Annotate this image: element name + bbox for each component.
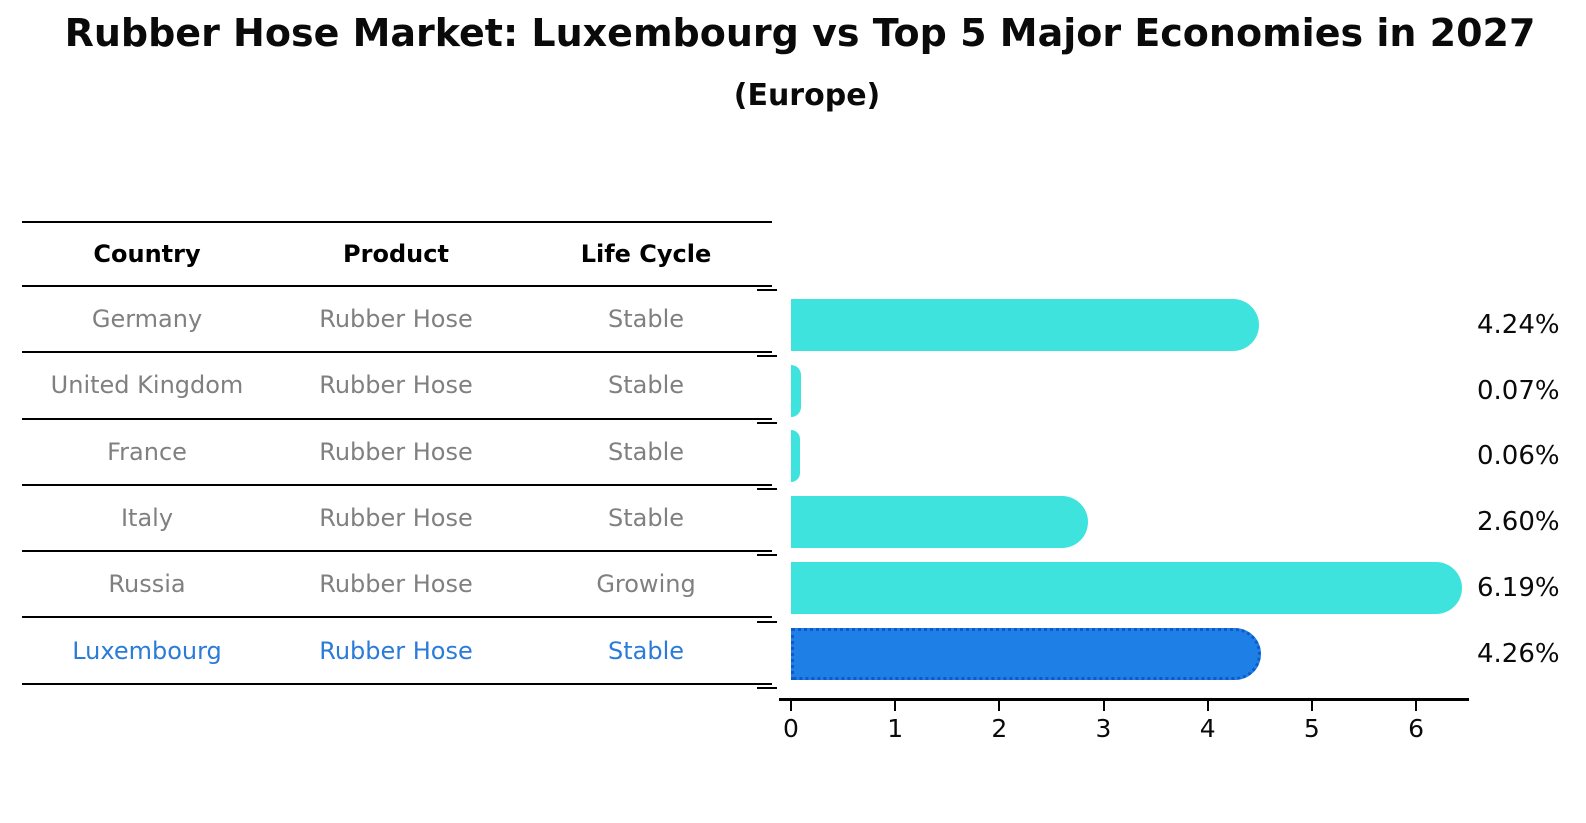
- x-tick-5: [1310, 701, 1313, 711]
- cell-united-kingdom-country: United Kingdom: [50, 371, 244, 400]
- cell-italy-country: Italy: [120, 504, 174, 533]
- table-row-russia: Russia Rubber Hose Growing: [22, 552, 772, 619]
- value-label-france: 0.06%: [1477, 441, 1560, 472]
- bar-italy: [791, 496, 1088, 549]
- y-tick-0: [757, 289, 777, 291]
- cell-germany-country: Germany: [91, 305, 203, 334]
- cell-luxembourg-life-cycle: Stable: [607, 636, 685, 665]
- cell-france-country: France: [107, 437, 187, 466]
- cell-russia-life-cycle: Growing: [596, 570, 696, 599]
- x-tick-6: [1415, 701, 1418, 711]
- cell-italy-life-cycle: Stable: [607, 504, 685, 533]
- bar-france: [791, 430, 801, 483]
- cell-germany-product: Rubber Hose: [319, 305, 473, 334]
- table-row-germany: Germany Rubber Hose Stable: [22, 287, 772, 354]
- cell-luxembourg-product: Rubber Hose: [319, 636, 473, 665]
- cell-france-life-cycle: Stable: [607, 437, 685, 466]
- x-tick-label-6: 6: [1408, 714, 1424, 743]
- cell-france-product: Rubber Hose: [319, 437, 473, 466]
- y-tick-3: [757, 487, 777, 490]
- cell-united-kingdom-product: Rubber Hose: [319, 371, 473, 400]
- y-tick-1: [757, 355, 777, 358]
- cell-russia-country: Russia: [108, 570, 186, 599]
- value-label-luxembourg: 4.26%: [1477, 638, 1560, 669]
- cell-germany-life-cycle: Stable: [607, 305, 685, 334]
- cell-russia-product: Rubber Hose: [319, 570, 473, 599]
- x-tick-2: [998, 701, 1001, 711]
- bar-united-kingdom: [791, 364, 802, 417]
- value-label-germany: 4.24%: [1477, 310, 1560, 340]
- table-row-luxembourg: Luxembourg Rubber Hose Stable: [22, 618, 772, 685]
- y-tick-6: [757, 686, 777, 689]
- x-tick-label-5: 5: [1303, 714, 1320, 743]
- x-tick-label-1: 1: [887, 714, 904, 743]
- x-tick-label-2: 2: [991, 714, 1008, 743]
- x-tick-1: [894, 701, 897, 711]
- x-tick-label-4: 4: [1199, 714, 1216, 743]
- value-label-italy: 2.60%: [1477, 507, 1560, 538]
- cell-united-kingdom-life-cycle: Stable: [607, 371, 685, 400]
- chart-title: Rubber Hose Market: Luxembourg vs Top 5 …: [64, 11, 1536, 55]
- x-axis-line: [779, 698, 1469, 701]
- y-tick-4: [757, 554, 777, 557]
- table-header-country: Country: [93, 240, 201, 268]
- value-label-united-kingdom: 0.07%: [1477, 375, 1560, 406]
- table-header-life-cycle: Life Cycle: [580, 240, 712, 268]
- comparison-table: Country Product Life Cycle Germany Rubber Ho…: [22, 221, 772, 685]
- table-row-france: France Rubber Hose Stable: [22, 420, 772, 486]
- table-row-italy: Italy Rubber Hose Stable: [22, 486, 772, 553]
- x-tick-4: [1206, 701, 1209, 711]
- cell-luxembourg-country: Luxembourg: [72, 636, 222, 665]
- x-tick-label-0: 0: [783, 714, 799, 743]
- x-tick-3: [1102, 701, 1105, 711]
- bar-russia: [791, 561, 1462, 614]
- cell-italy-product: Rubber Hose: [319, 504, 473, 533]
- y-tick-2: [757, 421, 777, 424]
- y-tick-5: [757, 620, 777, 623]
- value-label-russia: 6.19%: [1477, 572, 1560, 603]
- table-row-united-kingdom: United Kingdom Rubber Hose Stable: [22, 353, 772, 420]
- bar-luxembourg: [791, 627, 1261, 680]
- x-tick-label-3: 3: [1095, 714, 1112, 743]
- chart-subtitle: (Europe): [733, 78, 881, 113]
- x-tick-0: [790, 701, 792, 711]
- bar-germany: [791, 299, 1259, 351]
- table-header-row: Country Product Life Cycle: [22, 221, 772, 287]
- table-header-product: Product: [343, 240, 449, 268]
